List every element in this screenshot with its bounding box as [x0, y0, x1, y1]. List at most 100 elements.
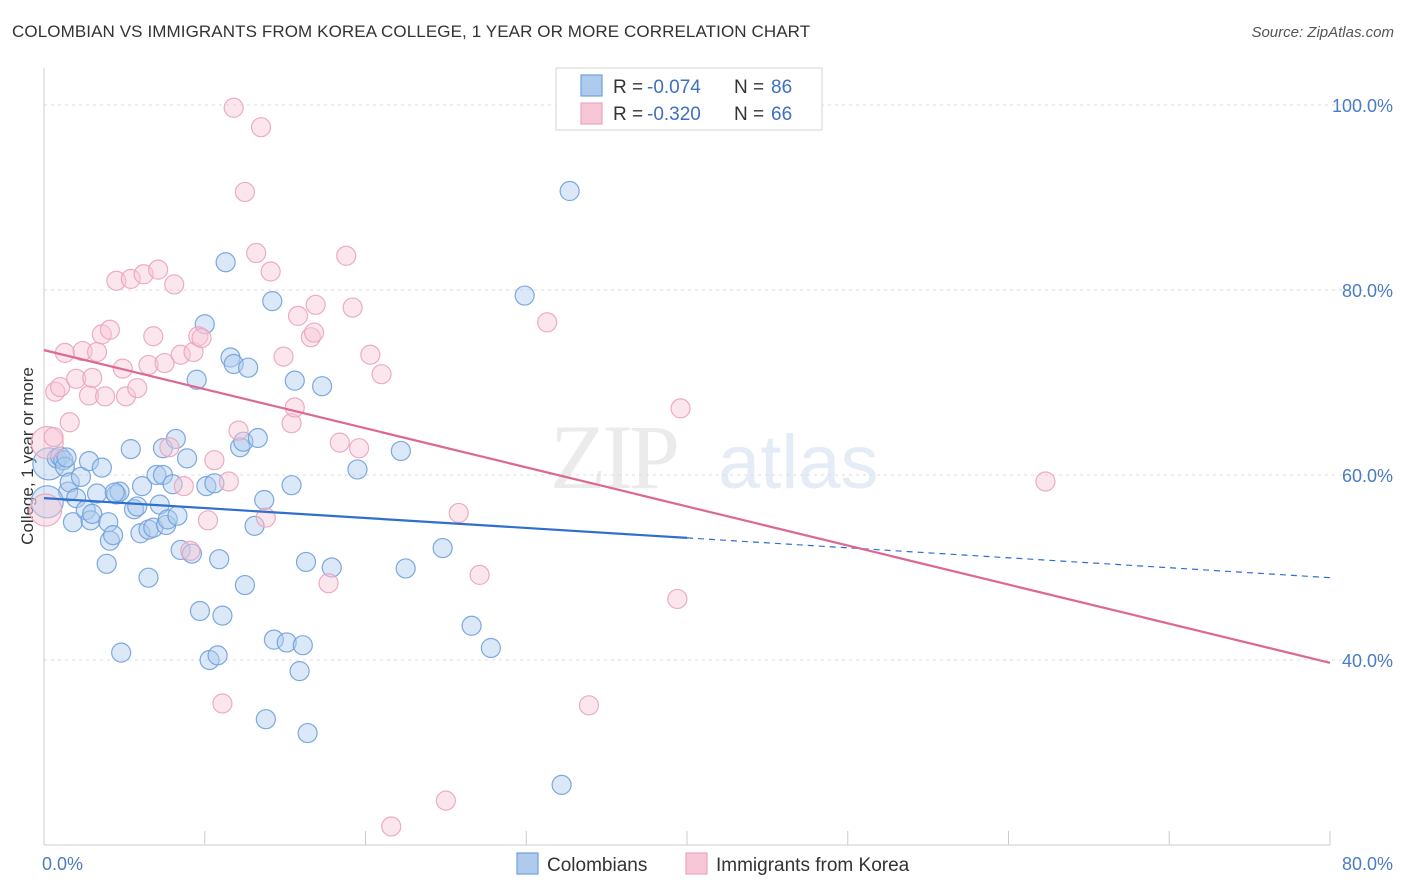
korea-point-1 [30, 426, 64, 460]
korea-point-56 [360, 344, 381, 365]
korea-point-15 [106, 270, 127, 291]
colombians-point-49 [207, 645, 228, 666]
y-tick-label-0: 40.0% [1342, 651, 1393, 671]
legend-n-label-colombians: N = [734, 77, 769, 98]
colombians-point-13 [82, 503, 103, 524]
x-tick-labels: 0.0% 80.0% [42, 854, 1393, 874]
korea-point-24 [154, 352, 175, 374]
colombians-point-58 [238, 357, 259, 378]
colombians-point-67 [284, 370, 305, 391]
korea-point-22 [143, 326, 164, 347]
korea-point-6 [59, 412, 80, 433]
bottom-legend-label-colombians: Colombians [547, 855, 647, 876]
colombians-point-16 [96, 553, 117, 574]
legend-swatch-colombians [580, 74, 603, 97]
korea-point-33 [197, 510, 219, 531]
korea-point-17 [115, 386, 137, 407]
colombians-point-71 [297, 722, 318, 744]
korea-point-27 [170, 344, 191, 365]
colombians-point-76 [395, 558, 416, 579]
korea-point-46 [284, 397, 305, 418]
bottom-legend-swatch-korea [685, 852, 708, 875]
x-ticks [43, 831, 1331, 845]
watermark: ZIP atlas [550, 406, 879, 508]
colombians-point-74 [347, 459, 368, 480]
korea-point-50 [305, 294, 326, 315]
colombians-point-72 [311, 376, 333, 397]
colombians-point-15 [91, 457, 112, 478]
korea-point-35 [212, 693, 233, 714]
korea-point-19 [127, 377, 148, 399]
colombians-point-38 [165, 428, 186, 450]
colombians-point-64 [263, 629, 284, 650]
korea-point-55 [348, 438, 370, 459]
colombians-point-22 [111, 642, 132, 663]
y-tick-label-3: 100.0% [1332, 96, 1393, 116]
colombians-point-43 [186, 369, 207, 390]
korea-point-43 [260, 261, 281, 282]
chart-title: COLOMBIAN VS IMMIGRANTS FROM KOREA COLLE… [12, 22, 811, 41]
korea-point-45 [281, 413, 302, 434]
colombians-point-2 [49, 446, 71, 467]
korea-point-32 [191, 328, 212, 349]
korea-point-11 [86, 341, 108, 363]
korea-point-2 [43, 426, 64, 448]
colombians-point-7 [62, 512, 84, 533]
colombians-point-61 [254, 489, 275, 511]
colombians-point-48 [204, 473, 225, 494]
colombians-point-12 [80, 510, 101, 531]
colombians-point-73 [321, 557, 342, 578]
watermark-zip: ZIP [550, 406, 677, 508]
chart-source: Source: ZipAtlas.com [1251, 24, 1394, 41]
legend-n-value-colombians: 86 [771, 77, 792, 98]
y-tick-label-2: 80.0% [1342, 281, 1393, 301]
colombians-point-79 [480, 637, 501, 659]
y-tick-label-1: 60.0% [1342, 466, 1393, 486]
korea-point-44 [273, 346, 294, 367]
colombians-point-44 [189, 600, 211, 622]
korea-point-4 [49, 377, 71, 398]
colombians-point-60 [247, 427, 268, 449]
legend-r-label-colombians: R = [613, 77, 648, 98]
colombians-point-31 [146, 464, 167, 486]
colombians-point-11 [78, 451, 100, 472]
korea-point-65 [670, 398, 691, 419]
colombians-point-59 [244, 515, 265, 536]
series-legend: Colombians Immigrants from Korea [516, 852, 910, 876]
korea-point-52 [329, 432, 350, 453]
colombians-point-18 [99, 530, 121, 551]
korea-point-34 [204, 450, 225, 471]
colombians-point-81 [551, 774, 572, 795]
korea-point-23 [148, 259, 169, 280]
colombians-point-70 [295, 551, 317, 573]
trend-lines [43, 349, 1331, 664]
korea-trend-solid [43, 349, 1331, 664]
korea-point-31 [188, 326, 209, 347]
colombians-point-85 [104, 482, 125, 503]
colombians-point-57 [234, 574, 256, 596]
colombians-point-66 [281, 475, 302, 496]
korea-point-38 [228, 420, 249, 441]
korea-point-28 [173, 476, 194, 497]
colombians-point-69 [292, 635, 313, 656]
legend-swatch-korea [580, 102, 603, 125]
korea-point-0 [29, 493, 63, 527]
colombians-point-51 [212, 605, 233, 626]
korea-point-59 [435, 790, 456, 811]
korea-point-36 [218, 471, 239, 492]
korea-point-62 [537, 312, 558, 333]
colombians-point-75 [390, 440, 411, 462]
korea-point-63 [578, 695, 600, 716]
legend-r-value-colombians: -0.074 [647, 77, 701, 98]
colombians-point-52 [215, 252, 236, 273]
korea-point-51 [318, 573, 339, 594]
watermark-atlas: atlas [718, 420, 879, 505]
korea-point-7 [66, 368, 87, 389]
korea-point-25 [159, 437, 180, 458]
colombians-point-29 [138, 567, 159, 588]
korea-point-41 [250, 117, 272, 138]
y-tick-labels: 40.0% 60.0% 80.0% 100.0% [1332, 96, 1393, 671]
colombians-point-83 [30, 485, 64, 519]
korea-point-26 [164, 274, 185, 295]
